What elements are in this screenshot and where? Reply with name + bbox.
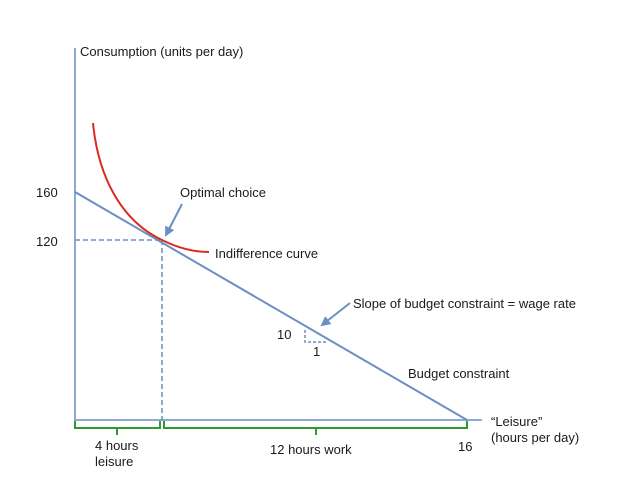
slope-run-label: 1 xyxy=(313,344,321,359)
leisure-brace-label: 4 hours leisure xyxy=(95,438,139,469)
indifference-curve-label: Indifference curve xyxy=(215,246,319,261)
y-tick-160: 160 xyxy=(36,185,58,200)
y-tick-120: 120 xyxy=(36,234,58,249)
budget-constraint-label: Budget constraint xyxy=(408,366,510,381)
slope-arrow xyxy=(320,302,351,327)
optimal-choice-label: Optimal choice xyxy=(180,185,266,200)
budget-constraint-line xyxy=(74,191,468,421)
work-brace xyxy=(163,421,468,435)
x-axis-label: “Leisure” (hours per day) xyxy=(491,414,580,445)
slope-rise-label: 10 xyxy=(277,327,292,342)
optimal-choice-arrow xyxy=(165,203,183,237)
leisure-brace xyxy=(74,421,161,435)
y-axis-label: Consumption (units per day) xyxy=(80,44,244,59)
indifference-curve xyxy=(92,122,210,253)
work-brace-label: 12 hours work xyxy=(270,442,352,457)
slope-triangle xyxy=(304,330,327,343)
slope-note-label: Slope of budget constraint = wage rate xyxy=(353,296,576,311)
x-tick-16: 16 xyxy=(458,439,473,454)
